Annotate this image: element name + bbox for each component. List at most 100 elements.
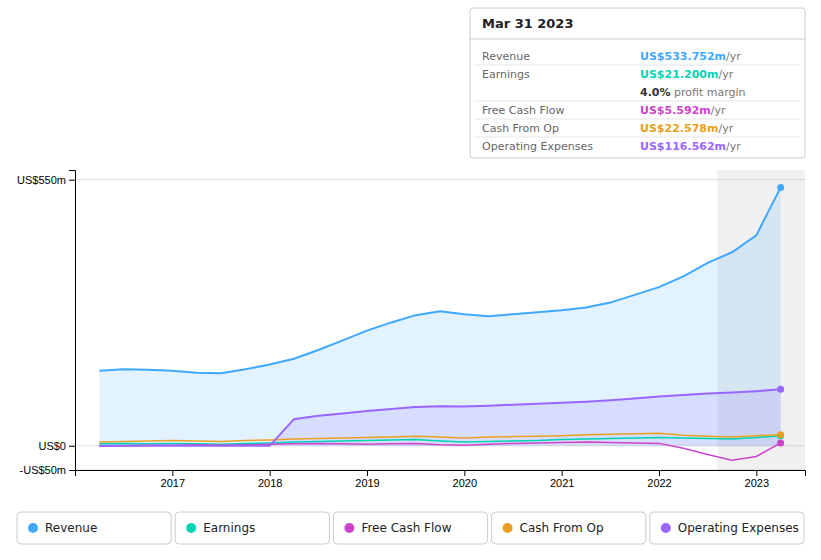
tick-mark bbox=[562, 470, 563, 476]
info-box-label: Free Cash Flow bbox=[482, 104, 565, 117]
legend-label: Revenue bbox=[45, 521, 97, 535]
info-box-value: US$116.562m bbox=[640, 140, 726, 153]
y-axis: -US$50m US$0 US$550m bbox=[17, 171, 75, 477]
info-box-label: Earnings bbox=[482, 68, 530, 81]
legend-item: Free Cash Flow bbox=[333, 512, 487, 544]
info-box-value-line: US$116.562m/yr bbox=[640, 140, 741, 153]
tick-mark bbox=[367, 470, 368, 476]
tick-mark bbox=[659, 470, 660, 476]
tick: 2017 bbox=[161, 470, 185, 489]
info-box-value-line: US$533.752m/yr bbox=[640, 50, 741, 63]
legend-swatch bbox=[503, 523, 513, 533]
legend-item: Earnings bbox=[175, 512, 329, 544]
legend-item: Cash From Op bbox=[492, 512, 646, 544]
tick: 2022 bbox=[647, 470, 671, 489]
legend-label: Operating Expenses bbox=[678, 521, 799, 535]
info-box-label: Operating Expenses bbox=[482, 140, 593, 153]
plot-area bbox=[99, 170, 805, 470]
tick: 2019 bbox=[355, 470, 379, 489]
tick-mark bbox=[69, 180, 75, 181]
end-point bbox=[777, 386, 784, 393]
tick: US$550m bbox=[17, 174, 75, 186]
grid-line bbox=[75, 179, 805, 180]
info-box-suffix: profit margin bbox=[671, 86, 746, 99]
info-box-value-line: 4.0% profit margin bbox=[640, 86, 746, 99]
info-box-value: 4.0% bbox=[640, 86, 671, 99]
info-box-value: US$22.578m bbox=[640, 122, 718, 135]
legend: Revenue Earnings Free Cash Flow Cash From O… bbox=[17, 512, 804, 544]
info-box-divider bbox=[474, 137, 801, 138]
info-box-value: US$21.200m bbox=[640, 68, 718, 81]
legend-label: Earnings bbox=[203, 521, 255, 535]
legend-box bbox=[17, 512, 171, 544]
tick-mark bbox=[69, 446, 75, 447]
area bbox=[99, 187, 780, 445]
tick-mark bbox=[756, 470, 757, 476]
tick-label: 2023 bbox=[745, 477, 769, 489]
tick: 2018 bbox=[258, 470, 282, 489]
end-point bbox=[777, 439, 784, 446]
tick-mark bbox=[69, 470, 75, 471]
legend-box bbox=[492, 512, 646, 544]
legend-swatch bbox=[661, 523, 671, 533]
legend-swatch bbox=[344, 523, 354, 533]
legend-item: Operating Expenses bbox=[650, 512, 804, 544]
area bbox=[99, 389, 780, 446]
info-box-suffix: /yr bbox=[711, 104, 726, 117]
info-box-divider bbox=[470, 39, 805, 40]
legend-label: Free Cash Flow bbox=[361, 521, 451, 535]
tick-label: US$550m bbox=[17, 174, 66, 186]
line bbox=[99, 442, 780, 460]
axis-line bbox=[69, 171, 76, 471]
info-box-suffix: /yr bbox=[726, 50, 741, 63]
info-box-suffix: /yr bbox=[726, 140, 741, 153]
info-box-value: US$533.752m bbox=[640, 50, 726, 63]
tick-label: 2017 bbox=[161, 477, 185, 489]
info-box-frame bbox=[470, 8, 805, 158]
legend-box bbox=[333, 512, 487, 544]
end-point bbox=[777, 184, 784, 191]
tick-mark bbox=[464, 470, 465, 476]
tick-mark bbox=[172, 470, 173, 476]
info-box-suffix: /yr bbox=[718, 68, 733, 81]
info-box-divider bbox=[474, 101, 801, 102]
legend-label: Cash From Op bbox=[520, 521, 604, 535]
legend-swatch bbox=[28, 523, 38, 533]
tick-label: -US$50m bbox=[20, 464, 66, 476]
tick-label: US$0 bbox=[38, 440, 66, 452]
tick-label: 2022 bbox=[647, 477, 671, 489]
info-box-value-line: US$5.592m/yr bbox=[640, 104, 726, 117]
tick: 2021 bbox=[550, 470, 574, 489]
tick-mark bbox=[270, 470, 271, 476]
legend-swatch bbox=[186, 523, 196, 533]
info-box: Mar 31 2023 Revenue US$533.752m/yr Earnings… bbox=[470, 8, 805, 158]
line bbox=[99, 389, 780, 446]
tick: 2020 bbox=[453, 470, 477, 489]
info-box-value-line: US$22.578m/yr bbox=[640, 122, 734, 135]
tick-label: 2020 bbox=[453, 477, 477, 489]
tick: -US$50m bbox=[20, 464, 75, 476]
info-box-value: US$5.592m bbox=[640, 104, 711, 117]
legend-box bbox=[175, 512, 329, 544]
info-box-label: Revenue bbox=[482, 50, 530, 63]
grid bbox=[75, 180, 805, 470]
info-box-value-line: US$21.200m/yr bbox=[640, 68, 734, 81]
tick-label: 2018 bbox=[258, 477, 282, 489]
legend-box bbox=[650, 512, 804, 544]
chart: 2017 2018 2019 2020 2021 2022 2023 -US$50m US$0 U… bbox=[0, 0, 821, 560]
info-box-label: Cash From Op bbox=[482, 122, 559, 135]
tick: US$0 bbox=[38, 440, 75, 452]
info-box-title: Mar 31 2023 bbox=[482, 16, 573, 31]
info-box-divider bbox=[474, 119, 801, 120]
line bbox=[99, 433, 780, 442]
tick-label: 2019 bbox=[355, 477, 379, 489]
line bbox=[99, 187, 780, 373]
legend-item: Revenue bbox=[17, 512, 171, 544]
tick-label: 2021 bbox=[550, 477, 574, 489]
end-point bbox=[777, 432, 784, 439]
info-box-suffix: /yr bbox=[718, 122, 733, 135]
tick: 2023 bbox=[745, 470, 769, 489]
end-point bbox=[777, 431, 784, 438]
axis-line bbox=[76, 471, 806, 477]
info-box-divider bbox=[474, 65, 801, 66]
